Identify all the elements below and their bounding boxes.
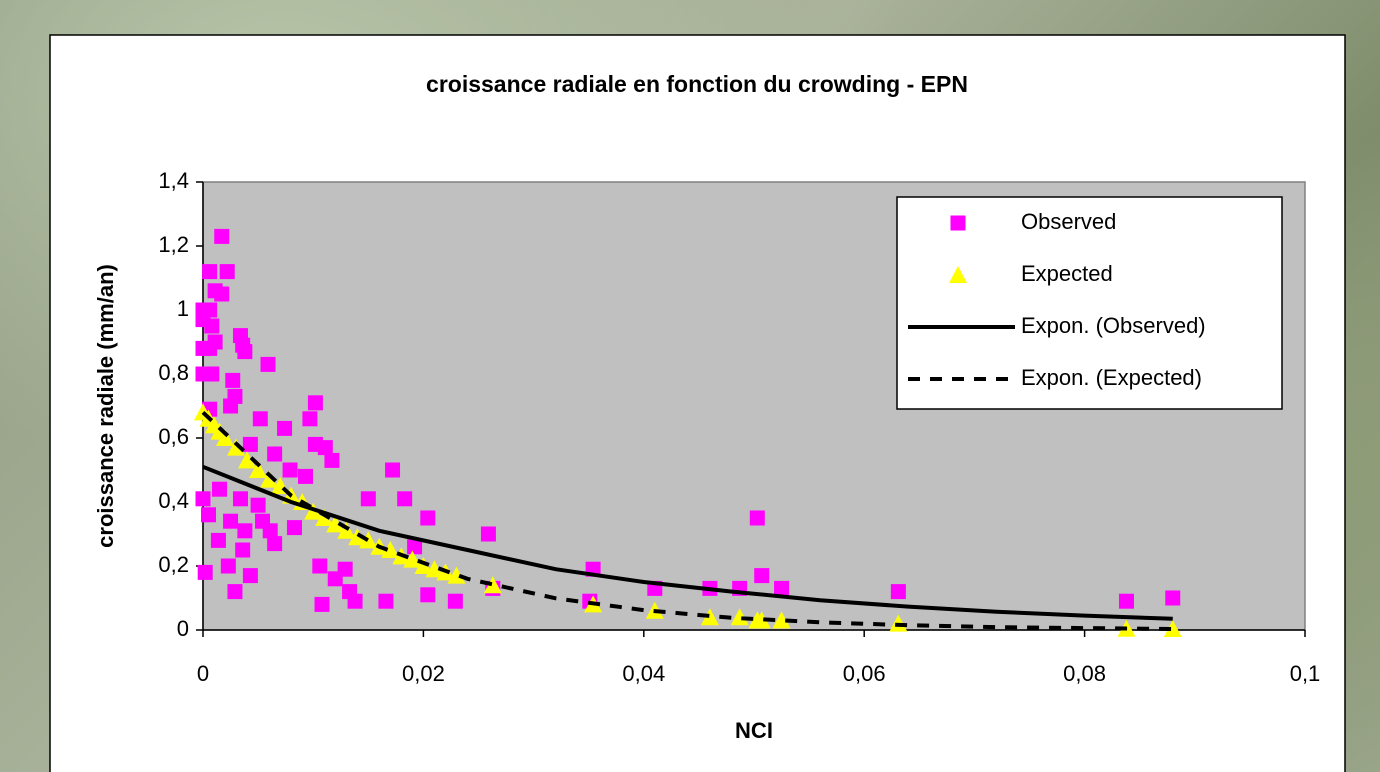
x-tick-label: 0,06 (843, 661, 886, 686)
x-axis-label: NCI (735, 718, 773, 743)
data-point (237, 523, 252, 538)
data-point (201, 507, 216, 522)
data-point (283, 463, 298, 478)
chart: croissance radiale en fonction du crowdi… (0, 0, 1380, 772)
data-point (448, 594, 463, 609)
data-point (202, 264, 217, 279)
legend-label: Observed (1021, 209, 1116, 234)
data-point (324, 453, 339, 468)
legend-marker (951, 216, 966, 231)
x-tick-label: 0,02 (402, 661, 445, 686)
data-point (243, 437, 258, 452)
y-tick-label: 0,4 (158, 488, 189, 513)
data-point (233, 491, 248, 506)
y-tick-label: 0,6 (158, 424, 189, 449)
data-point (261, 357, 276, 372)
data-point (223, 514, 238, 529)
y-tick-label: 0,2 (158, 552, 189, 577)
data-point (214, 229, 229, 244)
data-point (253, 411, 268, 426)
legend-label: Expon. (Expected) (1021, 365, 1202, 390)
data-point (1165, 591, 1180, 606)
data-point (220, 264, 235, 279)
data-point (774, 581, 789, 596)
data-point (251, 498, 266, 513)
data-point (223, 399, 238, 414)
data-point (267, 447, 282, 462)
data-point (385, 463, 400, 478)
y-tick-label: 0 (177, 616, 189, 641)
data-point (397, 491, 412, 506)
legend-label: Expected (1021, 261, 1113, 286)
data-point (312, 559, 327, 574)
data-point (315, 597, 330, 612)
data-point (277, 421, 292, 436)
data-point (378, 594, 393, 609)
page: croissance radiale en fonction du crowdi… (0, 0, 1380, 772)
data-point (298, 469, 313, 484)
data-point (267, 536, 282, 551)
data-point (204, 367, 219, 382)
data-point (263, 523, 278, 538)
y-tick-label: 1,2 (158, 232, 189, 257)
data-point (750, 511, 765, 526)
data-point (338, 562, 353, 577)
data-point (204, 319, 219, 334)
y-tick-label: 1 (177, 296, 189, 321)
data-point (302, 411, 317, 426)
data-point (420, 511, 435, 526)
data-point (196, 491, 211, 506)
data-point (198, 565, 213, 580)
x-tick-label: 0,1 (1290, 661, 1321, 686)
x-tick-label: 0,04 (622, 661, 665, 686)
data-point (1119, 594, 1134, 609)
data-point (235, 543, 250, 558)
data-point (237, 344, 252, 359)
data-point (361, 491, 376, 506)
data-point (287, 520, 302, 535)
data-point (318, 440, 333, 455)
y-axis-label: croissance radiale (mm/an) (93, 264, 118, 548)
data-point (754, 568, 769, 583)
data-point (420, 587, 435, 602)
data-point (212, 482, 227, 497)
x-tick-label: 0 (197, 661, 209, 686)
data-point (214, 287, 229, 302)
data-point (208, 335, 223, 350)
data-point (891, 584, 906, 599)
data-point (348, 594, 363, 609)
data-point (481, 527, 496, 542)
x-tick-label: 0,08 (1063, 661, 1106, 686)
data-point (221, 559, 236, 574)
data-point (243, 568, 258, 583)
legend-label: Expon. (Observed) (1021, 313, 1206, 338)
data-point (211, 533, 226, 548)
y-tick-label: 0,8 (158, 360, 189, 385)
chart-title: croissance radiale en fonction du crowdi… (426, 71, 968, 97)
data-point (225, 373, 240, 388)
data-point (308, 395, 323, 410)
y-tick-label: 1,4 (158, 168, 189, 193)
data-point (227, 584, 242, 599)
